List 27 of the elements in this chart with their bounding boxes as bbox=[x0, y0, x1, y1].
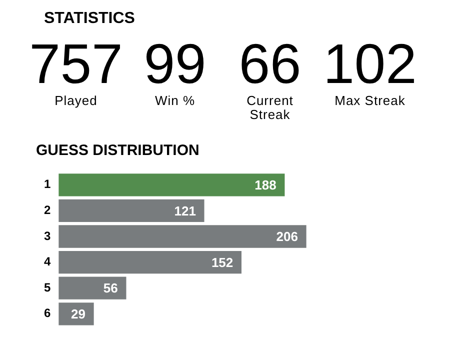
y-tick-label: 4 bbox=[44, 254, 51, 269]
text: 99 bbox=[142, 32, 208, 95]
bar bbox=[58, 199, 204, 222]
data-label: 188 bbox=[254, 177, 276, 192]
text: Win % bbox=[154, 93, 196, 108]
y-tick-label: 6 bbox=[44, 306, 51, 320]
bar bbox=[58, 174, 285, 196]
text: 102 bbox=[322, 32, 418, 95]
chart-title: GUESS DISTRIBUTION bbox=[36, 142, 200, 160]
data-label: 121 bbox=[174, 203, 196, 218]
data-label: 152 bbox=[211, 254, 234, 270]
y-tick-label: 2 bbox=[44, 203, 51, 218]
data-label: 56 bbox=[103, 280, 118, 296]
bar bbox=[58, 225, 306, 248]
y-tick-label: 3 bbox=[44, 228, 51, 243]
data-label: 29 bbox=[71, 306, 86, 322]
y-tick-label: 1 bbox=[44, 177, 51, 192]
data-label: 206 bbox=[276, 229, 298, 244]
text: 66 bbox=[238, 32, 302, 95]
y-tick-label: 5 bbox=[44, 280, 51, 294]
text: STATISTICS bbox=[44, 10, 135, 28]
text: Max Streak bbox=[334, 93, 406, 108]
bar bbox=[58, 250, 242, 274]
text: 757 bbox=[28, 32, 124, 95]
bar bbox=[58, 276, 126, 300]
text: Played bbox=[54, 93, 98, 108]
text: Current Streak bbox=[246, 93, 294, 122]
